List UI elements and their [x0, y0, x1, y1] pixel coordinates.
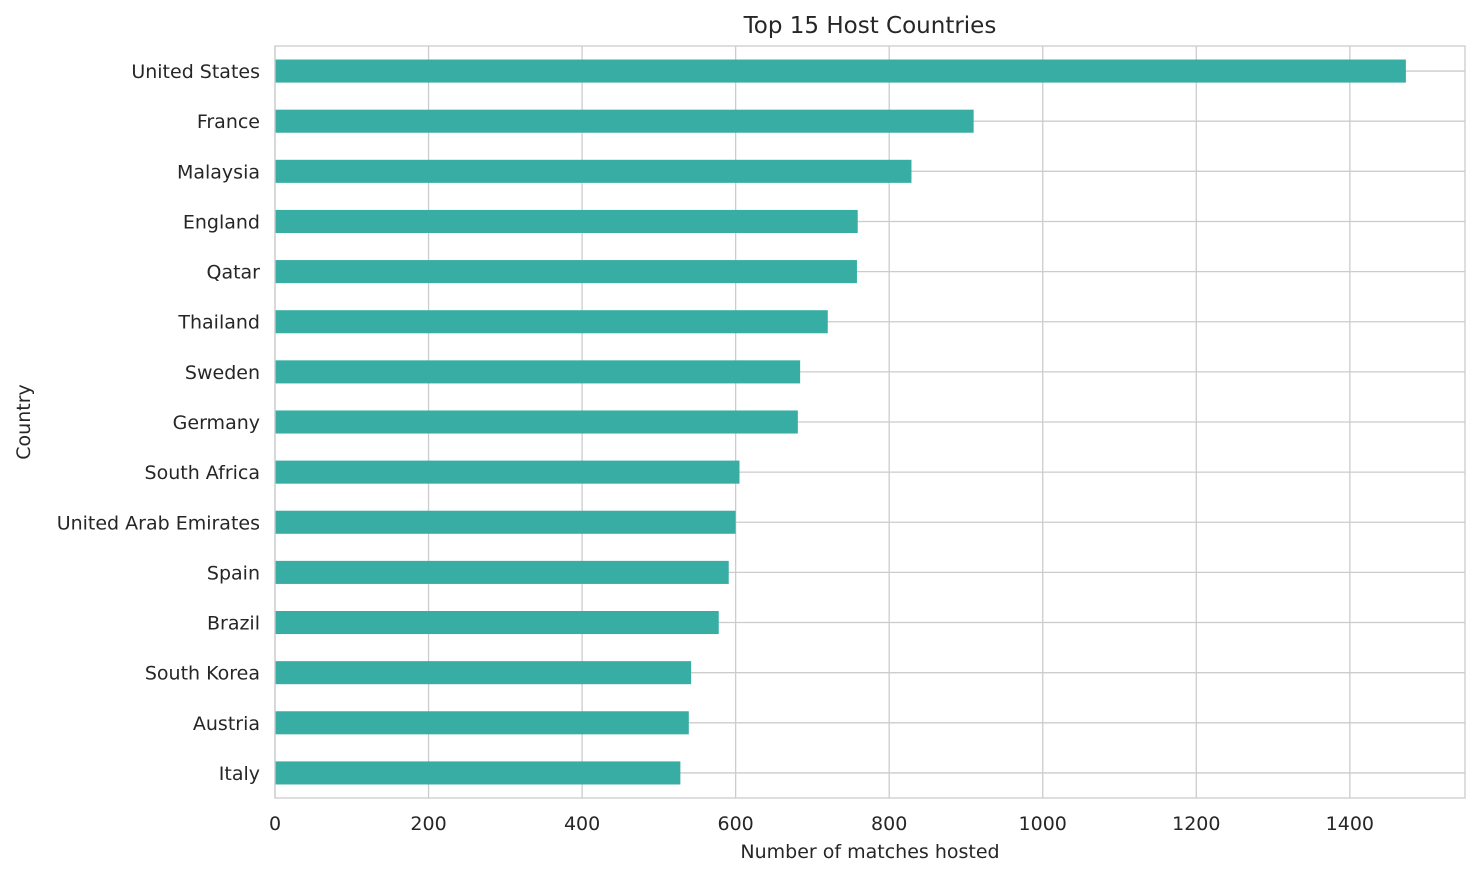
x-tick-label: 1400	[1326, 813, 1374, 835]
bar-south-africa	[275, 460, 740, 484]
bar-italy	[275, 761, 681, 785]
x-tick-label: 400	[564, 813, 600, 835]
x-axis-label: Number of matches hosted	[740, 841, 999, 863]
plot-frame	[274, 45, 1466, 799]
bar-layer	[275, 59, 1406, 785]
y-tick-label-united-arab-emirates: United Arab Emirates	[57, 512, 260, 534]
x-tick-label: 800	[871, 813, 907, 835]
y-tick-label-italy: Italy	[219, 763, 260, 785]
x-tick-labels: 0 200 400 600 800 1000 1200 1400	[269, 813, 1374, 835]
bar-austria	[275, 711, 689, 735]
y-tick-label-austria: Austria	[193, 713, 260, 735]
bar-brazil	[275, 611, 719, 635]
bar-france	[275, 109, 974, 133]
y-tick-label-spain: Spain	[207, 562, 260, 584]
y-tick-label-france: France	[197, 111, 260, 133]
bar-united-states	[275, 59, 1406, 83]
bar-united-arab-emirates	[275, 510, 736, 534]
bar-thailand	[275, 310, 828, 334]
bar-germany	[275, 410, 798, 434]
chart-title: Top 15 Host Countries	[743, 13, 997, 39]
x-tick-label: 200	[410, 813, 446, 835]
bar-south-korea	[275, 661, 692, 685]
y-tick-label-malaysia: Malaysia	[177, 161, 260, 183]
bar-sweden	[275, 360, 801, 384]
y-tick-labels: United States France Malaysia England Qatar T…	[57, 61, 260, 785]
x-tick-label: 1000	[1019, 813, 1067, 835]
y-tick-label-south-africa: South Africa	[145, 462, 260, 484]
y-tick-label-brazil: Brazil	[207, 613, 260, 635]
bar-malaysia	[275, 159, 912, 183]
y-tick-label-germany: Germany	[173, 412, 260, 434]
y-axis-label: Country	[13, 384, 35, 459]
x-tick-label: 0	[269, 813, 281, 835]
bar-spain	[275, 560, 729, 584]
y-tick-label-united-states: United States	[131, 61, 260, 83]
y-tick-label-thailand: Thailand	[177, 312, 260, 334]
y-tick-label-sweden: Sweden	[185, 362, 260, 384]
x-tick-label: 600	[718, 813, 754, 835]
y-tick-label-england: England	[183, 211, 260, 233]
y-tick-label-qatar: Qatar	[206, 262, 260, 284]
y-tick-label-south-korea: South Korea	[145, 663, 260, 685]
bar-england	[275, 209, 858, 233]
x-tick-label: 1200	[1172, 813, 1220, 835]
bar-qatar	[275, 260, 857, 284]
